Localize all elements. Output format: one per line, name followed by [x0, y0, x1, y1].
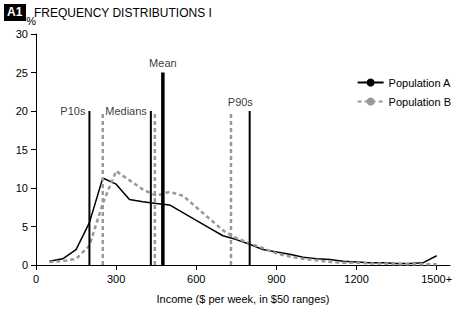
svg-text:5: 5: [22, 221, 28, 233]
svg-text:300: 300: [107, 273, 125, 285]
svg-text:15: 15: [16, 144, 28, 156]
svg-text:P10s: P10s: [60, 105, 86, 117]
svg-text:%: %: [26, 15, 36, 27]
svg-text:1500+: 1500+: [421, 273, 452, 285]
svg-text:FREQUENCY DISTRIBUTIONS I: FREQUENCY DISTRIBUTIONS I: [34, 6, 212, 20]
svg-text:900: 900: [267, 273, 285, 285]
svg-text:A1: A1: [7, 5, 23, 19]
svg-text:20: 20: [16, 105, 28, 117]
svg-text:Mean: Mean: [149, 57, 177, 69]
svg-text:Population B: Population B: [389, 96, 451, 108]
svg-text:1200: 1200: [344, 273, 368, 285]
svg-text:30: 30: [16, 28, 28, 40]
svg-text:Population A: Population A: [389, 77, 451, 89]
svg-text:10: 10: [16, 182, 28, 194]
svg-text:Medians: Medians: [105, 105, 147, 117]
svg-text:25: 25: [16, 67, 28, 79]
svg-text:Income ($ per week, in $50 ran: Income ($ per week, in $50 ranges): [156, 293, 329, 305]
svg-text:0: 0: [33, 273, 39, 285]
svg-text:600: 600: [187, 273, 205, 285]
svg-text:P90s: P90s: [228, 96, 254, 108]
svg-text:0: 0: [22, 259, 28, 271]
